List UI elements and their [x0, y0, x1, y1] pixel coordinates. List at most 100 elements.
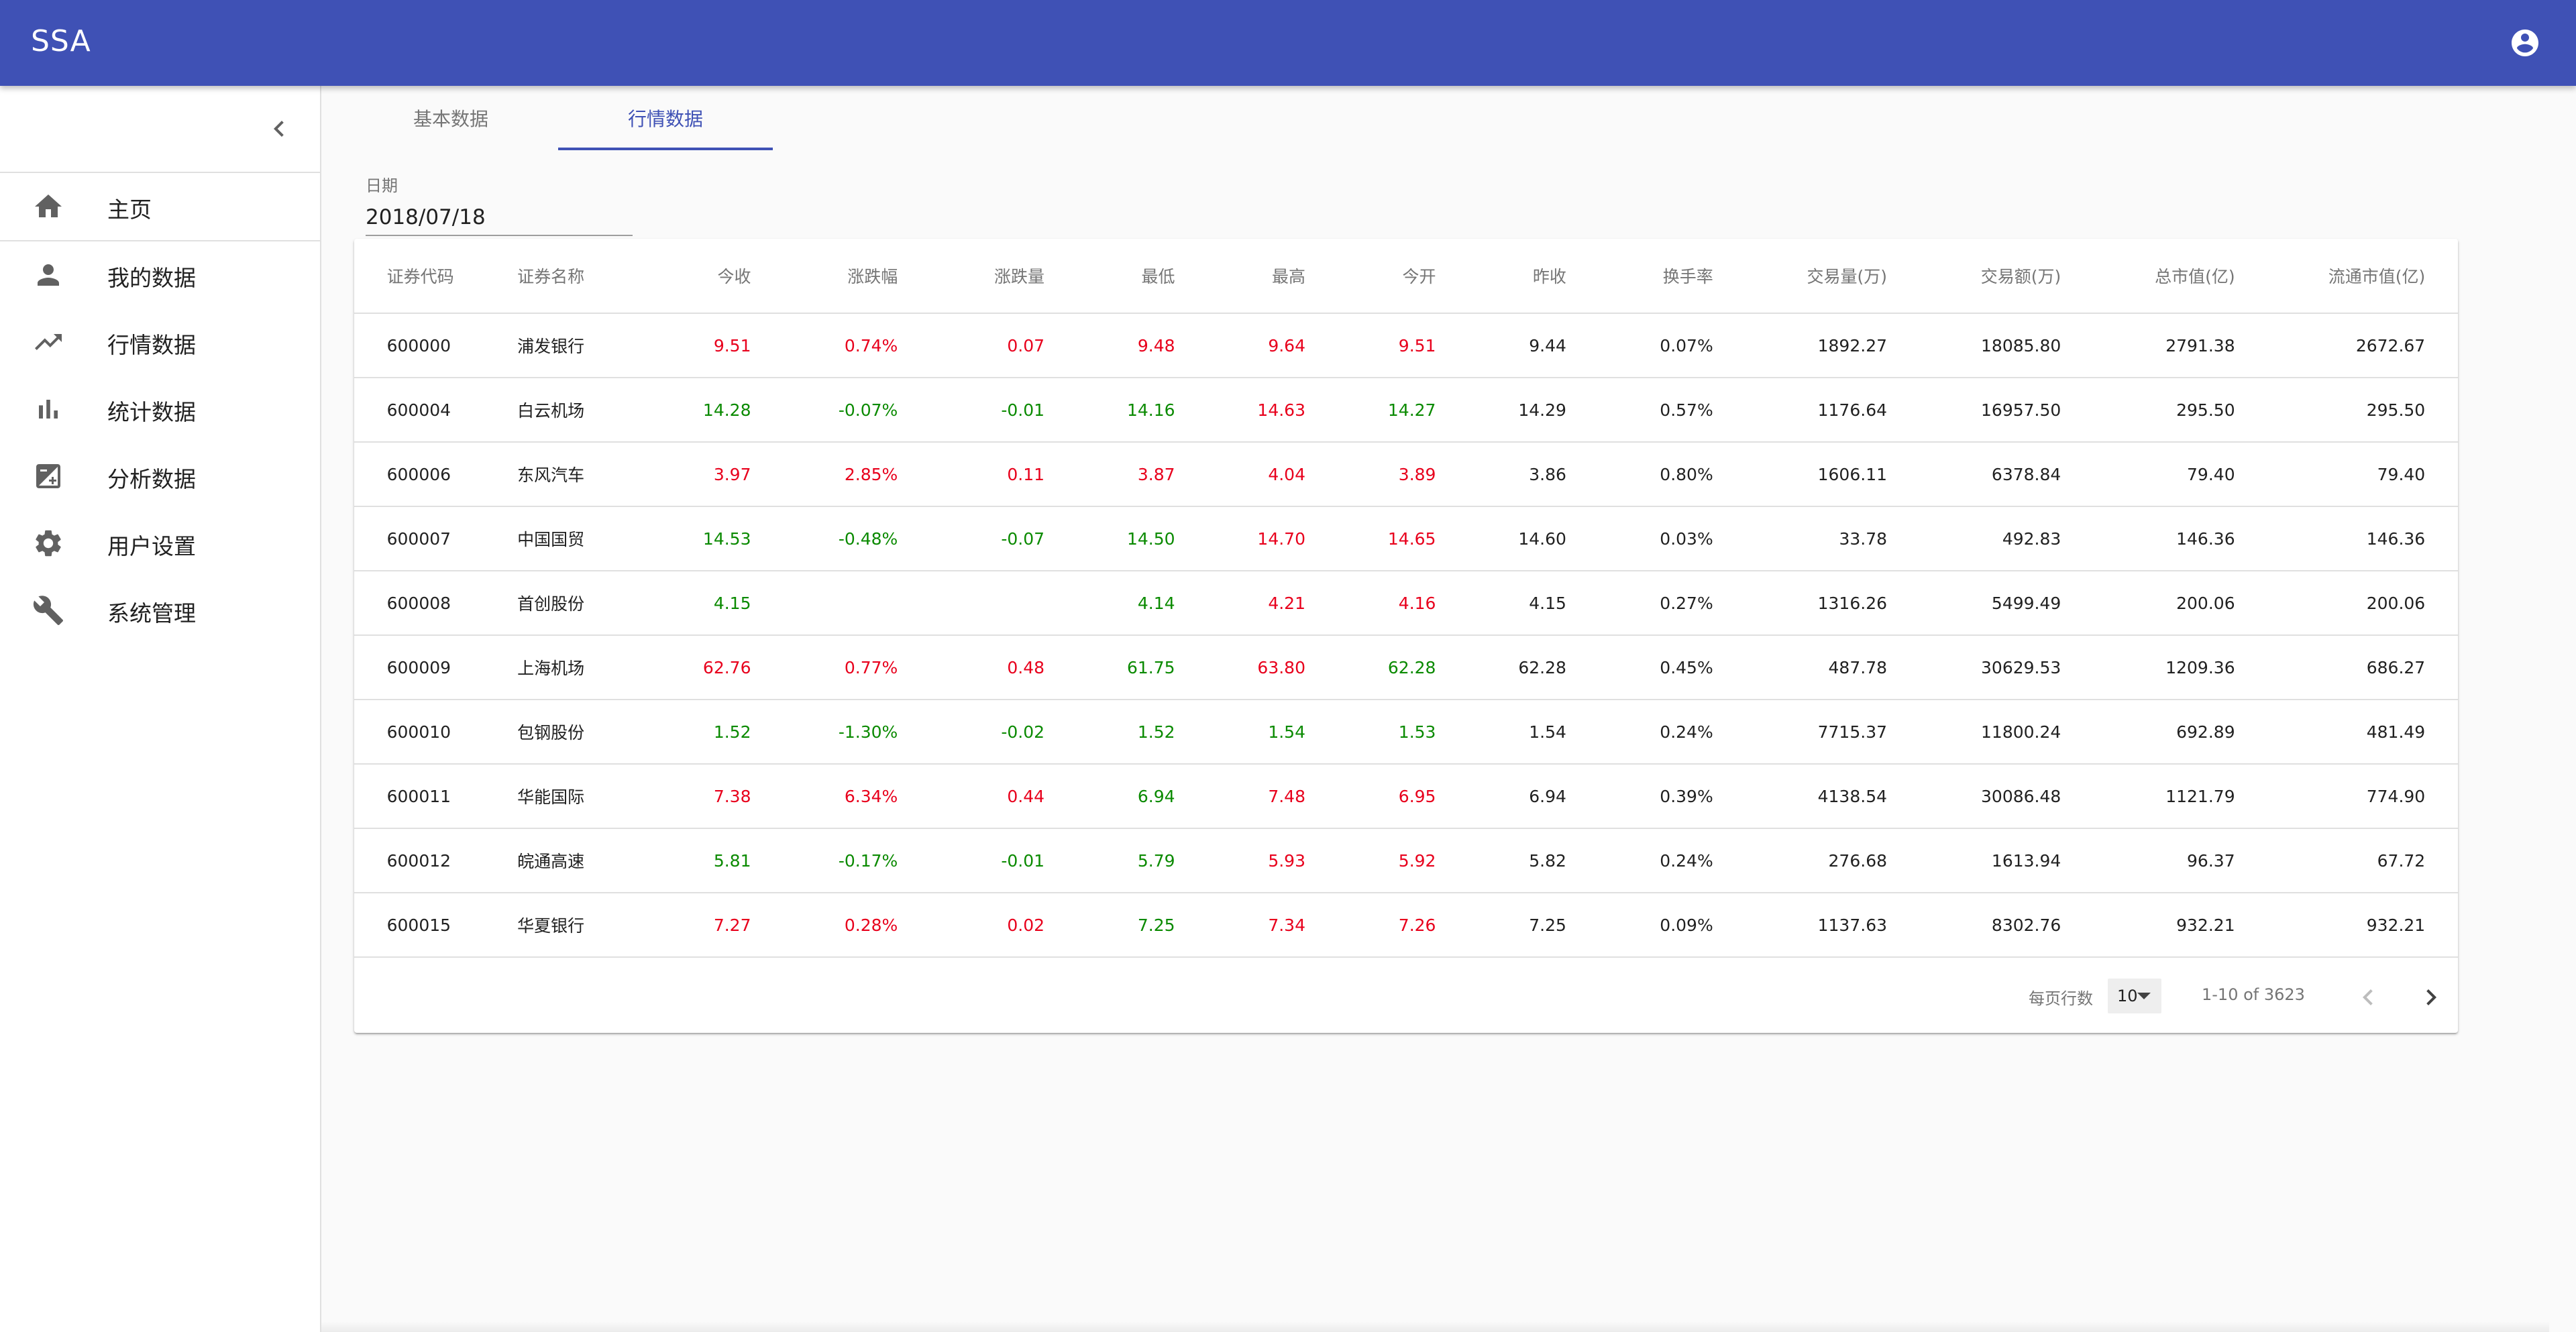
row-padding	[2425, 571, 2458, 636]
column-header-change[interactable]: 涨跌量	[898, 239, 1045, 314]
chevron-left-icon[interactable]	[2352, 981, 2384, 1013]
chevron-left-icon[interactable]	[263, 113, 295, 145]
cell-change: -0.07	[898, 506, 1045, 571]
sidebar-item-statistics[interactable]: 统计数据	[0, 376, 320, 443]
table-row[interactable]: 600015 华夏银行 7.27 0.28% 0.02 7.25 7.34 7.26 7.25 0…	[354, 893, 2458, 958]
column-header-float-cap[interactable]: 流通市值(亿)	[2235, 239, 2426, 314]
cell-code: 600011	[386, 764, 518, 829]
cell-amount: 30629.53	[1887, 635, 2061, 700]
column-header-turnover[interactable]: 换手率	[1566, 239, 1713, 314]
cell-market-cap: 200.06	[2061, 571, 2235, 636]
cell-name: 皖通高速	[517, 828, 648, 893]
row-padding	[354, 571, 387, 636]
table-row[interactable]: 600009 上海机场 62.76 0.77% 0.48 61.75 63.80 62.28 6…	[354, 635, 2458, 700]
cell-prev-close: 14.60	[1436, 506, 1566, 571]
table-row[interactable]: 600000 浦发银行 9.51 0.74% 0.07 9.48 9.64 9.51 9.44 0…	[354, 313, 2458, 378]
cell-high: 63.80	[1175, 635, 1305, 700]
cell-low: 1.52	[1044, 700, 1175, 765]
cell-close: 5.81	[647, 828, 751, 893]
table-row[interactable]: 600008 首创股份 4.15 4.14 4.21 4.16 4.15 0.27% 1316.…	[354, 571, 2458, 636]
row-padding	[2425, 378, 2458, 443]
cell-open: 5.92	[1305, 828, 1436, 893]
cell-change-pct: 6.34%	[751, 764, 898, 829]
table-row[interactable]: 600006 东风汽车 3.97 2.85% 0.11 3.87 4.04 3.89 3.86 0…	[354, 442, 2458, 507]
sidebar-item-user-settings[interactable]: 用户设置	[0, 510, 320, 577]
table-row[interactable]: 600004 白云机场 14.28 -0.07% -0.01 14.16 14.63 14.2…	[354, 378, 2458, 443]
cell-code: 600009	[386, 635, 518, 700]
tab-indicator	[558, 148, 773, 150]
page-range: 1-10 of 3623	[2202, 985, 2305, 1004]
cell-market-cap: 146.36	[2061, 506, 2235, 571]
column-header-high[interactable]: 最高	[1175, 239, 1305, 314]
cell-open: 1.53	[1305, 700, 1436, 765]
row-padding	[354, 700, 387, 765]
sidebar-item-market-data[interactable]: 行情数据	[0, 309, 320, 376]
column-header-close[interactable]: 今收	[647, 239, 751, 314]
column-header-volume[interactable]: 交易量(万)	[1713, 239, 1888, 314]
cell-prev-close: 7.25	[1436, 893, 1566, 958]
cell-high: 14.70	[1175, 506, 1305, 571]
cell-name: 上海机场	[517, 635, 648, 700]
cell-turnover: 0.24%	[1566, 828, 1713, 893]
market-data-table: 证券代码 证券名称 今收 涨跌幅 涨跌量 最低 最高 今开 昨收 换手率 交易量(万) 交易额(万) 总…	[354, 239, 2458, 958]
cell-prev-close: 6.94	[1436, 764, 1566, 829]
cell-turnover: 0.27%	[1566, 571, 1713, 636]
chevron-right-icon[interactable]	[2415, 981, 2447, 1013]
tab-basic-data[interactable]: 基本数据	[413, 108, 488, 130]
cell-change: 0.11	[898, 442, 1045, 507]
cell-high: 1.54	[1175, 700, 1305, 765]
cell-change: -0.01	[898, 828, 1045, 893]
row-padding	[354, 893, 387, 958]
table-row[interactable]: 600010 包钢股份 1.52 -1.30% -0.02 1.52 1.54 1.53 1.5…	[354, 700, 2458, 765]
cell-change-pct: -0.07%	[751, 378, 898, 443]
cell-close: 4.15	[647, 571, 751, 636]
cell-turnover: 0.24%	[1566, 700, 1713, 765]
cell-open: 6.95	[1305, 764, 1436, 829]
cell-amount: 18085.80	[1887, 313, 2061, 378]
cell-code: 600012	[386, 828, 518, 893]
cell-float-cap: 146.36	[2235, 506, 2426, 571]
cell-amount: 6378.84	[1887, 442, 2061, 507]
cell-change-pct: 0.28%	[751, 893, 898, 958]
cell-amount: 30086.48	[1887, 764, 2061, 829]
column-header-code[interactable]: 证券代码	[386, 239, 518, 314]
sidebar-item-label: 系统管理	[107, 600, 196, 626]
rows-per-page-select[interactable]: 10	[2108, 979, 2161, 1013]
cell-market-cap: 1121.79	[2061, 764, 2235, 829]
account-circle-icon[interactable]	[2509, 27, 2541, 59]
tab-market-data[interactable]: 行情数据	[627, 108, 703, 130]
sidebar-item-system-admin[interactable]: 系统管理	[0, 577, 320, 644]
column-header-amount[interactable]: 交易额(万)	[1887, 239, 2061, 314]
cell-market-cap: 692.89	[2061, 700, 2235, 765]
gear-icon	[36, 530, 61, 557]
sidebar-item-my-data[interactable]: 我的数据	[0, 241, 320, 309]
table-row[interactable]: 600011 华能国际 7.38 6.34% 0.44 6.94 7.48 6.95 6.94 0…	[354, 764, 2458, 829]
cell-code: 600006	[386, 442, 518, 507]
cell-close: 3.97	[647, 442, 751, 507]
cell-market-cap: 2791.38	[2061, 313, 2235, 378]
cell-float-cap: 932.21	[2235, 893, 2426, 958]
sidebar-item-analysis[interactable]: 分析数据	[0, 443, 320, 510]
column-header-prev-close[interactable]: 昨收	[1436, 239, 1566, 314]
column-header-name[interactable]: 证券名称	[517, 239, 648, 314]
cell-name: 东风汽车	[517, 442, 648, 507]
column-header-open[interactable]: 今开	[1305, 239, 1436, 314]
row-padding	[2425, 506, 2458, 571]
cell-volume: 487.78	[1713, 635, 1888, 700]
cell-float-cap: 481.49	[2235, 700, 2426, 765]
column-header-market-cap[interactable]: 总市值(亿)	[2061, 239, 2235, 314]
cell-volume: 33.78	[1713, 506, 1888, 571]
cell-prev-close: 3.86	[1436, 442, 1566, 507]
table-row[interactable]: 600012 皖通高速 5.81 -0.17% -0.01 5.79 5.93 5.92 5.8…	[354, 828, 2458, 893]
cell-code: 600015	[386, 893, 518, 958]
column-header-change-pct[interactable]: 涨跌幅	[751, 239, 898, 314]
cell-high: 9.64	[1175, 313, 1305, 378]
table-row[interactable]: 600007 中国国贸 14.53 -0.48% -0.07 14.50 14.70 14.6…	[354, 506, 2458, 571]
cell-market-cap: 932.21	[2061, 893, 2235, 958]
home-icon	[35, 195, 62, 217]
cell-float-cap: 79.40	[2235, 442, 2426, 507]
date-input[interactable]	[366, 200, 633, 236]
sidebar-item-home[interactable]: 主页	[0, 173, 320, 241]
cell-float-cap: 295.50	[2235, 378, 2426, 443]
column-header-low[interactable]: 最低	[1044, 239, 1175, 314]
